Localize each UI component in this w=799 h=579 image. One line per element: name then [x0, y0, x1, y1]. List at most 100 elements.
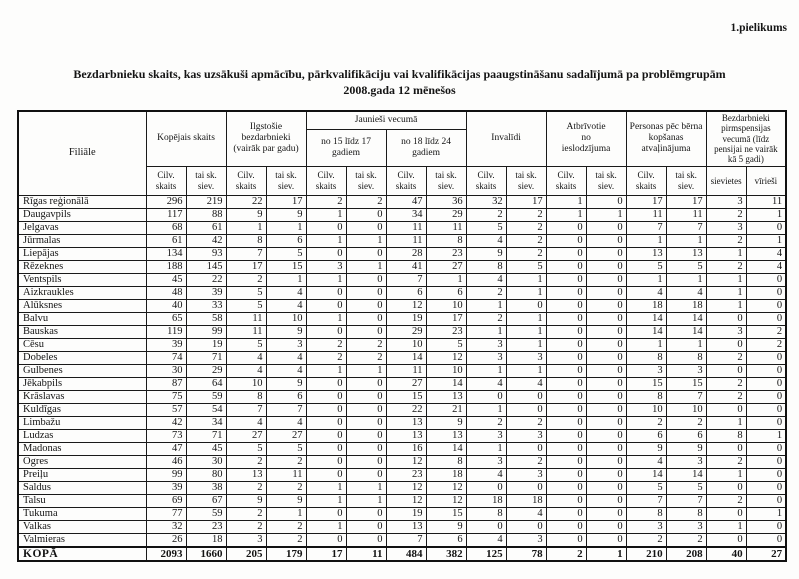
value-cell: 17 — [665, 194, 707, 209]
value-cell: 0 — [545, 467, 587, 482]
value-cell: 2 — [225, 480, 267, 495]
value-cell: 0 — [545, 272, 587, 287]
table-row: Jēkabpils 87 64 10 9 0 0 27 14 4 4 0 0 15 15 2 0 — [17, 376, 787, 391]
branch-name: Aizkraukles — [17, 285, 147, 300]
value-cell: 2 — [705, 207, 747, 222]
value-cell: 99 — [145, 467, 187, 482]
value-cell: 8 — [225, 233, 267, 248]
value-cell: 0 — [585, 337, 627, 352]
total-label: KOPĀ — [17, 545, 147, 562]
value-cell: 39 — [185, 285, 227, 300]
value-cell: 2 — [665, 532, 707, 548]
value-cell: 10 — [425, 363, 467, 378]
table-row: Valkas 32 23 2 2 1 0 13 9 0 0 0 0 3 3 1 0 — [17, 519, 787, 534]
value-cell: 2 — [625, 415, 667, 430]
column-subheader: sievietes — [705, 165, 747, 196]
value-cell: 0 — [745, 454, 787, 469]
value-cell: 0 — [745, 311, 787, 326]
branch-name: Limbažu — [17, 415, 147, 430]
value-cell: 0 — [545, 324, 587, 339]
value-cell: 0 — [745, 532, 787, 548]
value-cell: 18 — [465, 493, 507, 508]
value-cell: 2 — [545, 545, 587, 562]
value-cell: 11 — [425, 220, 467, 235]
value-cell: 1 — [265, 220, 307, 235]
value-cell: 0 — [305, 467, 347, 482]
table-header: Filiāle Kopējais skaits Ilgstošie bezdar… — [17, 110, 787, 196]
value-cell: 0 — [705, 337, 747, 352]
value-cell: 39 — [145, 480, 187, 495]
value-cell: 0 — [585, 324, 627, 339]
value-cell: 61 — [185, 220, 227, 235]
value-cell: 13 — [225, 467, 267, 482]
value-cell: 59 — [185, 389, 227, 404]
value-cell: 33 — [185, 298, 227, 313]
value-cell: 3 — [505, 350, 547, 365]
column-subheader: Cilv. skaits — [465, 165, 507, 196]
table-row: Limbažu 42 34 4 4 0 0 13 9 2 2 0 0 2 2 1 0 — [17, 415, 787, 430]
value-cell: 1 — [305, 480, 347, 495]
value-cell: 2 — [265, 480, 307, 495]
value-cell: 0 — [585, 259, 627, 274]
value-cell: 3 — [505, 467, 547, 482]
value-cell: 11 — [385, 220, 427, 235]
value-cell: 0 — [745, 493, 787, 508]
value-cell: 4 — [505, 506, 547, 521]
value-cell: 1 — [665, 272, 707, 287]
value-cell: 2 — [505, 207, 547, 222]
value-cell: 5 — [625, 259, 667, 274]
value-cell: 2 — [265, 532, 307, 548]
branch-name: Jūrmalas — [17, 233, 147, 248]
value-cell: 9 — [265, 324, 307, 339]
value-cell: 59 — [185, 506, 227, 521]
value-cell: 11 — [385, 363, 427, 378]
value-cell: 2 — [305, 337, 347, 352]
table-row: Jelgavas 68 61 1 1 0 0 11 11 5 2 0 0 7 7 3 0 — [17, 220, 787, 235]
value-cell: 0 — [305, 428, 347, 443]
value-cell: 2 — [705, 376, 747, 391]
value-cell: 2 — [705, 350, 747, 365]
value-cell: 0 — [545, 493, 587, 508]
value-cell: 0 — [705, 363, 747, 378]
table-row: Gulbenes 30 29 4 4 1 1 11 10 1 1 0 0 3 3 0 0 — [17, 363, 787, 378]
value-cell: 0 — [545, 363, 587, 378]
column-subheader: Cilv. skaits — [145, 165, 187, 196]
value-cell: 13 — [425, 428, 467, 443]
value-cell: 2 — [225, 272, 267, 287]
value-cell: 45 — [185, 441, 227, 456]
value-cell: 0 — [545, 480, 587, 495]
table-row: Bauskas 119 99 11 9 0 0 29 23 1 1 0 0 14 14 3 2 — [17, 324, 787, 339]
value-cell: 8 — [665, 350, 707, 365]
value-cell: 3 — [665, 454, 707, 469]
value-cell: 1 — [465, 324, 507, 339]
column-subheader: tai sk. siev. — [585, 165, 627, 196]
value-cell: 14 — [625, 311, 667, 326]
value-cell: 87 — [145, 376, 187, 391]
value-cell: 18 — [505, 493, 547, 508]
value-cell: 4 — [265, 285, 307, 300]
value-cell: 0 — [545, 402, 587, 417]
value-cell: 1 — [705, 272, 747, 287]
value-cell: 71 — [185, 350, 227, 365]
value-cell: 17 — [225, 259, 267, 274]
value-cell: 15 — [265, 259, 307, 274]
value-cell: 17 — [265, 194, 307, 209]
value-cell: 4 — [625, 454, 667, 469]
value-cell: 0 — [545, 298, 587, 313]
value-cell: 0 — [585, 454, 627, 469]
value-cell: 0 — [585, 194, 627, 209]
value-cell: 0 — [345, 324, 387, 339]
branch-name: Kuldīgas — [17, 402, 147, 417]
value-cell: 0 — [345, 454, 387, 469]
column-subheader: tai sk. siev. — [505, 165, 547, 196]
value-cell: 8 — [625, 506, 667, 521]
value-cell: 29 — [425, 207, 467, 222]
value-cell: 0 — [545, 259, 587, 274]
value-cell: 36 — [425, 194, 467, 209]
value-cell: 0 — [745, 480, 787, 495]
value-cell: 0 — [585, 233, 627, 248]
value-cell: 0 — [545, 519, 587, 534]
value-cell: 6 — [625, 428, 667, 443]
value-cell: 26 — [145, 532, 187, 548]
